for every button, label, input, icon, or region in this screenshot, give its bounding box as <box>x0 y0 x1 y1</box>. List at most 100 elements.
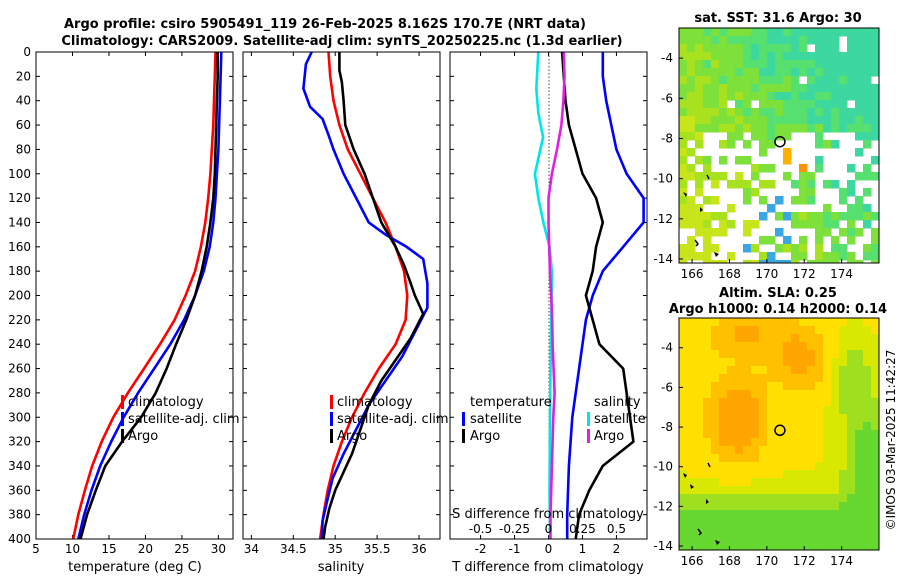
sst-cell <box>695 52 704 61</box>
sla-cell <box>791 438 800 447</box>
sst-cell <box>759 124 768 133</box>
sla-cell <box>799 518 808 527</box>
sst-cell <box>727 76 736 85</box>
sla-cell <box>815 470 824 479</box>
sst-cell <box>759 196 768 205</box>
sla-cell <box>847 350 856 359</box>
sla-cell <box>839 382 848 391</box>
sla-cell <box>855 422 864 431</box>
depth-tick-label: 40 <box>16 94 31 108</box>
coastline-islands <box>683 174 719 257</box>
sla-cell <box>719 454 728 463</box>
sst-cell <box>831 60 840 69</box>
sla-cell <box>799 502 808 511</box>
sla-cell <box>719 542 728 550</box>
sst-cell <box>799 188 808 197</box>
sst-cell <box>759 260 768 263</box>
sst-cell <box>799 196 808 205</box>
sst-cell <box>767 180 776 189</box>
sla-cell <box>687 502 696 511</box>
sst-cell <box>735 92 744 101</box>
sla-cell <box>847 422 856 431</box>
sla-cell <box>743 374 752 383</box>
sla-cell <box>831 398 840 407</box>
sst-cell <box>703 52 712 61</box>
sst-cell <box>799 244 808 253</box>
sla-cell <box>863 542 872 550</box>
sla-cell <box>695 446 704 455</box>
sst-cell <box>687 44 696 53</box>
sst-cell <box>847 252 856 261</box>
sla-cell <box>855 374 864 383</box>
sla-cell <box>735 318 744 327</box>
sla-cell <box>679 430 688 439</box>
sla-cell <box>703 334 712 343</box>
sla-cell <box>799 406 808 415</box>
sla-cell <box>695 454 704 463</box>
sst-cell <box>863 172 872 181</box>
map-y-tick-label: -12 <box>653 499 673 513</box>
sla-cell <box>703 422 712 431</box>
map-x-tick-label: 166 <box>681 267 704 281</box>
sst-cell <box>775 100 784 109</box>
sla-cell <box>815 494 824 503</box>
sst-cell <box>783 68 792 77</box>
x-tick-label: 25 <box>174 542 189 556</box>
sla-cell <box>703 398 712 407</box>
sst-cell <box>791 76 800 85</box>
sla-cell <box>759 542 768 550</box>
sla-cell <box>855 342 864 351</box>
legend-swatch-s-satellite <box>587 412 590 426</box>
sla-cell <box>711 398 720 407</box>
sla-cell <box>767 358 776 367</box>
sla-cell <box>871 430 879 439</box>
sst-cell <box>815 52 824 61</box>
sst-cell <box>711 124 720 133</box>
sst-cell <box>799 92 808 101</box>
sst-cell <box>775 228 784 237</box>
sla-cell <box>775 438 784 447</box>
sst-cell <box>791 84 800 93</box>
sst-cell <box>839 84 848 93</box>
sst-cell <box>807 100 816 109</box>
sla-cell <box>679 470 688 479</box>
sla-cell <box>815 422 824 431</box>
sst-cell <box>679 52 688 61</box>
sla-cell <box>839 446 848 455</box>
sla-cell <box>695 462 704 471</box>
sst-cell <box>735 44 744 53</box>
sla-cell <box>807 470 816 479</box>
sst-cell <box>799 60 808 69</box>
sst-cell <box>807 188 816 197</box>
sst-cell <box>767 60 776 69</box>
sst-cell <box>855 76 864 85</box>
salinity-panel: 34 34.5 35 35.5 36 climatology satellite-adj… <box>242 51 449 575</box>
sst-cell <box>727 92 736 101</box>
sla-cell <box>679 334 688 343</box>
legend-swatch-satellite <box>330 412 333 426</box>
sst-cell <box>823 60 832 69</box>
sla-cell <box>839 318 848 327</box>
sst-cell <box>855 100 864 109</box>
sst-cell <box>695 36 704 45</box>
sla-cell <box>703 462 712 471</box>
sla-cell <box>679 510 688 519</box>
sla-cell <box>775 358 784 367</box>
sla-cell <box>847 414 856 423</box>
depth-tick-label: 280 <box>8 386 31 400</box>
sla-cell <box>735 510 744 519</box>
island-shape <box>683 192 687 197</box>
sla-cell <box>751 326 760 335</box>
sst-cell <box>807 124 816 133</box>
sla-cell <box>711 502 720 511</box>
sla-cell <box>743 526 752 535</box>
sst-cell <box>695 204 704 213</box>
map-x-tick-label: 174 <box>830 554 853 568</box>
sla-cell <box>711 526 720 535</box>
sla-cell <box>695 374 704 383</box>
sla-cell <box>735 390 744 399</box>
sst-cell <box>871 84 879 93</box>
sst-cell <box>839 228 848 237</box>
sla-cell <box>775 414 784 423</box>
sst-cell <box>807 172 816 181</box>
